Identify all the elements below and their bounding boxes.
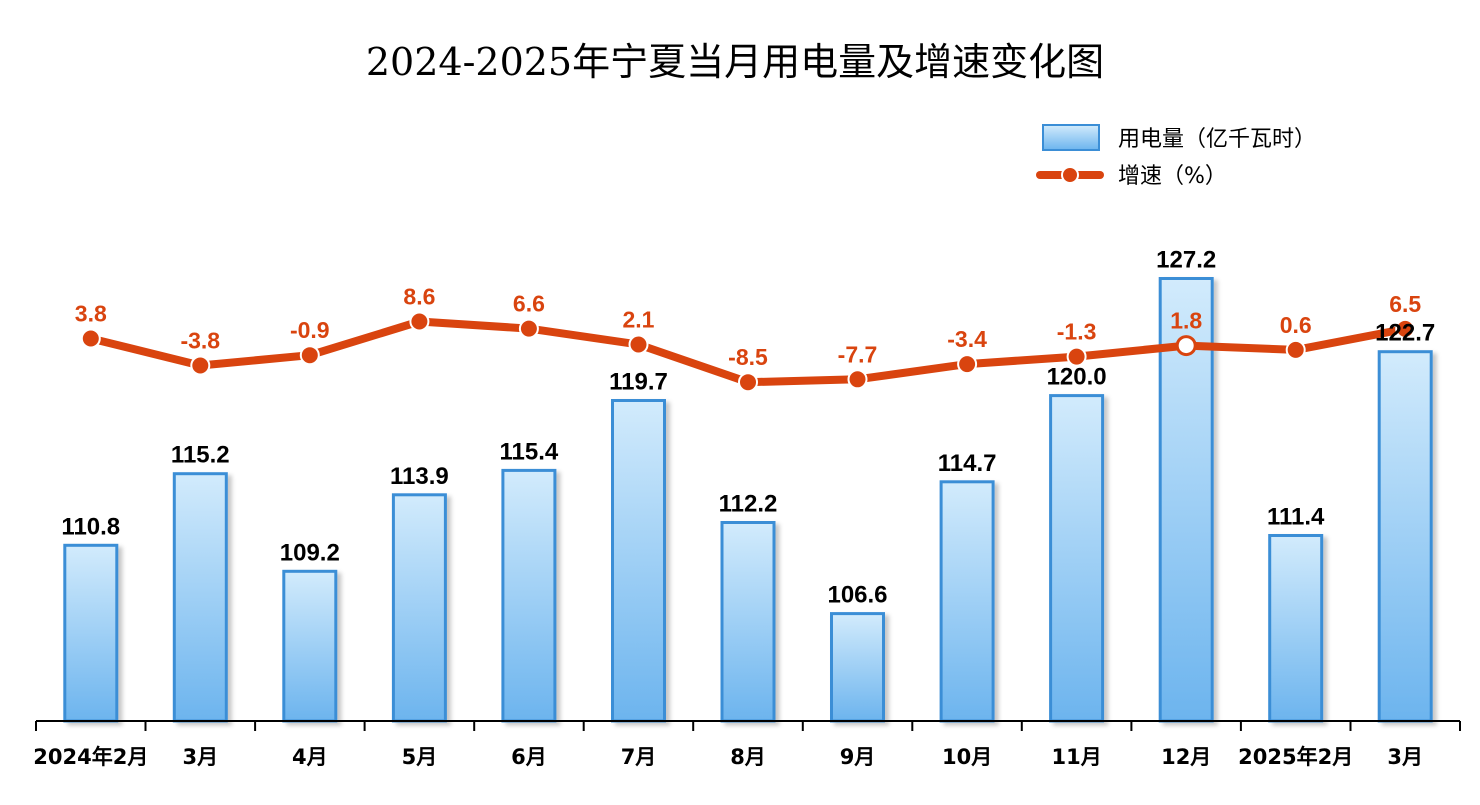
x-tick-label: 11月 xyxy=(1051,745,1101,769)
x-tick-label: 6月 xyxy=(511,745,547,769)
bar xyxy=(611,399,666,723)
legend: 用电量（亿千瓦时） 增速（%） xyxy=(1036,124,1316,189)
bar-value-label: 115.4 xyxy=(500,438,559,465)
bar-value-label: 111.4 xyxy=(1267,504,1325,531)
bar-value-label: 113.9 xyxy=(390,463,449,490)
growth-marker xyxy=(957,354,978,375)
x-tick-label: 9月 xyxy=(840,745,876,769)
x-tick-label: 2025年2月 xyxy=(1238,745,1353,769)
bars-layer xyxy=(63,277,1433,723)
x-tick-label: 12月 xyxy=(1161,745,1211,769)
growth-value-label: -1.3 xyxy=(1057,319,1097,345)
x-tick-label: 4月 xyxy=(292,745,328,769)
growth-marker xyxy=(628,334,649,355)
growth-value-label: 0.6 xyxy=(1280,312,1312,338)
growth-marker xyxy=(847,369,868,390)
bar-value-label: 114.7 xyxy=(938,450,997,477)
bar-value-label: 112.2 xyxy=(719,491,778,518)
x-tick-label: 2024年2月 xyxy=(33,745,148,769)
bar-value-label: 109.2 xyxy=(280,539,340,566)
bar-value-label: 127.2 xyxy=(1156,247,1216,274)
x-tick-label: 10月 xyxy=(942,745,992,769)
bar-value-label: 115.2 xyxy=(171,442,230,469)
bar xyxy=(1377,350,1433,723)
growth-value-label: -7.7 xyxy=(838,341,878,367)
x-tick-label: 7月 xyxy=(621,745,657,769)
bar xyxy=(939,480,995,723)
x-tick-label: 3月 xyxy=(182,745,218,769)
bar xyxy=(391,493,447,723)
growth-value-label: -3.8 xyxy=(180,328,220,354)
bar xyxy=(1268,534,1324,723)
bar xyxy=(172,472,228,723)
legend-line-marker xyxy=(1061,166,1079,184)
growth-line-layer xyxy=(80,311,1416,393)
bar-value-label: 122.7 xyxy=(1375,320,1435,347)
growth-value-label: 6.5 xyxy=(1389,291,1421,317)
growth-marker xyxy=(1395,318,1416,339)
growth-marker xyxy=(409,311,430,332)
growth-marker xyxy=(518,318,539,339)
bar-value-label: 106.6 xyxy=(827,582,887,609)
x-tick-label: 5月 xyxy=(402,745,438,769)
growth-value-label: 2.1 xyxy=(623,307,655,333)
growth-marker xyxy=(80,328,101,349)
growth-value-label: -8.5 xyxy=(728,344,768,370)
bar-value-label: 110.8 xyxy=(61,513,120,540)
chart-title: 2024-2025年宁夏当月用电量及增速变化图 xyxy=(366,40,1104,84)
bar-value-labels: 110.8 115.2 109.2 113.9 115.4 119.7 112.2 106.6… xyxy=(61,247,1435,609)
growth-value-label: 8.6 xyxy=(403,284,435,310)
bar xyxy=(501,468,557,723)
legend-bar-label: 用电量（亿千瓦时） xyxy=(1118,127,1316,152)
bar xyxy=(720,521,776,723)
legend-line-label: 增速（%） xyxy=(1118,164,1227,189)
bar-value-label: 119.7 xyxy=(609,369,668,396)
x-axis: 2024年2月 3月 4月 5月 6月 7月 8月 9月 10月 11月 12月 2025年2月 3月 xyxy=(33,720,1461,769)
bar-value-label: 120.0 xyxy=(1047,364,1107,391)
bar xyxy=(63,543,119,723)
growth-marker xyxy=(738,372,758,393)
growth-value-label: 6.6 xyxy=(513,291,545,317)
bar xyxy=(282,569,338,723)
legend-bar-swatch xyxy=(1042,124,1100,151)
growth-marker xyxy=(1175,335,1197,357)
growth-value-label: -3.4 xyxy=(947,326,987,352)
growth-marker xyxy=(1285,339,1306,360)
growth-value-label: 3.8 xyxy=(75,301,107,327)
bar xyxy=(830,612,885,723)
growth-value-label: -0.9 xyxy=(290,317,330,343)
growth-marker xyxy=(190,355,211,376)
growth-value-label: 1.8 xyxy=(1170,308,1202,334)
growth-value-labels: 3.8 -3.8 -0.9 8.6 6.6 2.1 -8.5 -7.7 -3.4 -1.3 1.8 0… xyxy=(75,284,1422,371)
growth-marker xyxy=(299,345,320,366)
x-tick-label: 3月 xyxy=(1387,745,1423,769)
growth-marker xyxy=(1066,346,1087,367)
bar xyxy=(1049,394,1105,723)
x-tick-label: 8月 xyxy=(730,745,766,769)
